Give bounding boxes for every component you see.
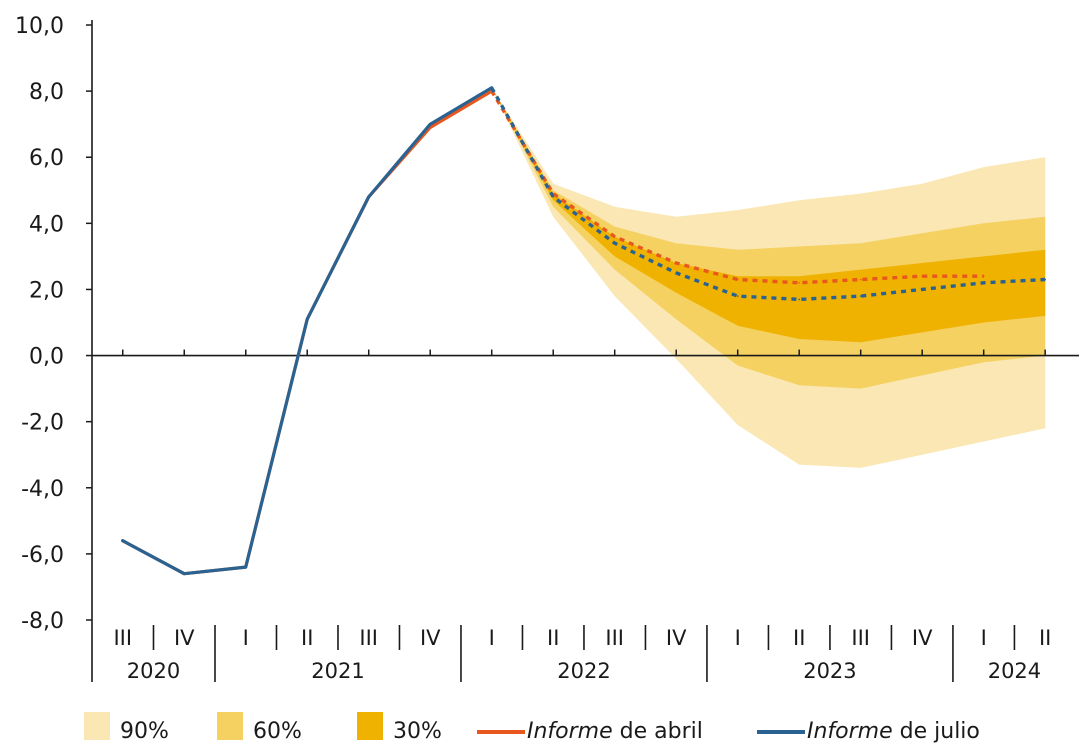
x-year-label: 2024 [988, 659, 1041, 683]
data-point-informe-de-julio [675, 272, 677, 274]
data-point-informe-de-julio [859, 295, 862, 297]
data-point-informe-de-julio [736, 295, 739, 297]
series-projection-informe-de-julio [490, 86, 1046, 302]
data-point-informe-de-julio [982, 282, 985, 284]
y-tick-label: 4,0 [29, 212, 64, 237]
y-tick-label: 10,0 [15, 14, 64, 39]
x-quarter-label: II [547, 626, 559, 650]
legend-label: Informe de abril [527, 719, 703, 744]
series-line-informe-de-abril [121, 89, 494, 576]
x-year-label: 2022 [557, 659, 610, 683]
data-point-informe-de-julio [613, 242, 616, 244]
data-point-informe-de-abril [613, 235, 616, 238]
data-point-informe-de-julio [921, 288, 923, 291]
y-tick-label: 2,0 [29, 278, 64, 303]
x-quarter-label: II [301, 626, 313, 650]
x-quarter-label: I [735, 626, 741, 650]
x-quarter-label: IV [174, 626, 195, 650]
data-point-informe-de-julio [306, 318, 309, 321]
y-tick-label: 8,0 [29, 80, 64, 105]
y-tick-label: 0,0 [29, 345, 64, 370]
x-quarter-label: I [243, 626, 249, 650]
legend-label: 60% [253, 719, 302, 744]
x-quarter-label: II [793, 626, 805, 650]
legend-label: 90% [120, 719, 169, 744]
data-point-informe-de-julio [552, 196, 554, 198]
data-point-informe-de-julio [121, 539, 124, 542]
x-quarter-label: II [1039, 626, 1051, 650]
data-point-informe-de-julio [244, 566, 247, 568]
data-point-informe-de-julio [183, 572, 185, 575]
data-point-informe-de-abril [859, 278, 862, 281]
x-quarter-label: III [605, 626, 624, 650]
legend-label: Informe de julio [807, 719, 980, 744]
y-tick-label: -6,0 [21, 543, 64, 568]
data-point-informe-de-julio [367, 196, 370, 198]
x-quarter-label: III [359, 626, 378, 650]
x-quarter-label: I [489, 626, 495, 650]
x-year-label: 2020 [127, 659, 180, 683]
data-point-informe-de-julio [429, 123, 432, 125]
x-quarter-label: IV [420, 626, 441, 650]
fan-bands [491, 87, 1046, 468]
legend-label: 30% [393, 719, 442, 744]
legend-swatch [357, 712, 383, 740]
data-point-informe-de-abril [798, 282, 800, 284]
data-point-informe-de-julio [1044, 278, 1046, 281]
y-tick-label: -2,0 [21, 411, 64, 436]
x-quarter-label: III [851, 626, 870, 650]
x-quarter-label: I [981, 626, 987, 650]
x-year-label: 2021 [311, 659, 364, 683]
data-point-informe-de-julio [490, 87, 493, 89]
x-quarter-label: IV [912, 626, 933, 650]
data-point-informe-de-abril [982, 275, 985, 278]
legend-swatch [84, 712, 110, 740]
y-tick-label: -8,0 [21, 609, 64, 634]
legend-swatch [217, 712, 243, 740]
data-point-informe-de-abril [921, 275, 923, 278]
y-tick-label: -4,0 [21, 477, 64, 502]
legend: 90% 60% 30% Informe de abril Informe de juli… [84, 712, 980, 744]
data-point-informe-de-julio [798, 298, 800, 301]
data-point-informe-de-abril [675, 262, 677, 264]
series-line-informe-de-julio [121, 86, 494, 576]
axes: 10,0 8,0 6,0 4,0 2,0 0,0 -2,0 -4,0 -6,0 -8,0 [15, 14, 1079, 682]
data-point-informe-de-abril [736, 278, 739, 281]
x-quarter-label: IV [666, 626, 687, 650]
y-tick-label: 6,0 [29, 146, 64, 171]
series-lines [121, 86, 1046, 576]
series-projection-informe-de-abril [490, 90, 984, 285]
x-quarter-label: III [113, 626, 132, 650]
x-year-label: 2023 [803, 659, 856, 683]
